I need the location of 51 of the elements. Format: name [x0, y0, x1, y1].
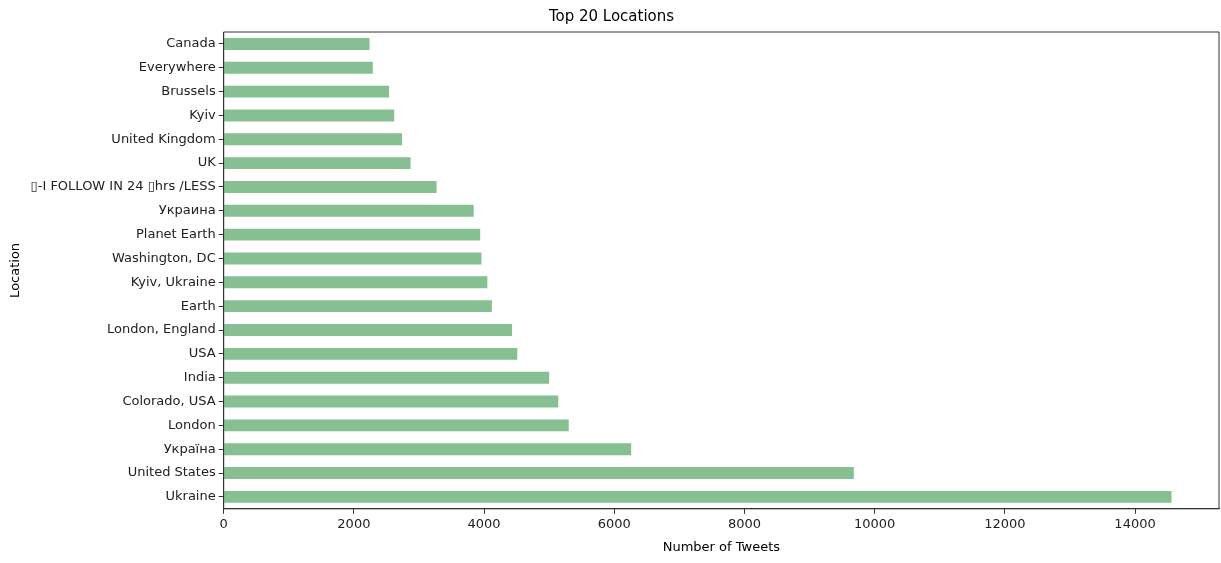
y-tick-label: Everywhere — [138, 59, 216, 75]
y-tick-label: ▯-I FOLLOW IN 24 ▯hrs /LESS — [30, 178, 216, 194]
x-tick-label: 4000 — [467, 515, 501, 531]
x-tick-label: 6000 — [597, 515, 631, 531]
y-tick-label: Ukraine — [165, 488, 216, 504]
y-tick-label: Kyiv — [189, 106, 217, 122]
y-tick-label: India — [183, 369, 216, 385]
bar — [224, 395, 559, 408]
bar — [224, 157, 411, 170]
y-axis-title: Location — [7, 242, 23, 298]
y-tick-label: Washington, DC — [111, 249, 216, 265]
y-tick-label: Kyiv, Ukraine — [130, 273, 216, 289]
y-tick-label: Україна — [163, 440, 216, 456]
x-tick-label: 10000 — [853, 515, 896, 531]
bar — [224, 443, 632, 456]
y-tick-label: Colorado, USA — [122, 392, 216, 408]
y-tick-label: United States — [127, 464, 216, 480]
bar — [224, 324, 513, 336]
bar — [224, 85, 390, 98]
x-tick-label: 2000 — [337, 515, 371, 531]
chart-title: Top 20 Locations — [547, 6, 675, 25]
y-tick-label: Brussels — [161, 82, 216, 98]
bar — [224, 109, 395, 122]
bar — [224, 419, 569, 432]
y-tick-label: USA — [188, 345, 216, 361]
y-tick-label: Canada — [166, 35, 216, 51]
bar — [224, 490, 1172, 503]
y-tick-label: Earth — [180, 297, 216, 313]
y-tick-label: UK — [197, 154, 217, 170]
y-tick-label: London, England — [107, 321, 216, 337]
bar — [224, 467, 854, 479]
bar — [224, 181, 437, 193]
bar — [224, 228, 481, 241]
bar — [224, 37, 370, 50]
x-tick-label: 0 — [219, 515, 228, 531]
y-tick-label: London — [168, 416, 216, 432]
bar — [224, 371, 550, 384]
y-tick-label: United Kingdom — [111, 130, 216, 146]
x-tick-label: 12000 — [984, 515, 1026, 531]
bar — [224, 204, 474, 217]
bar — [224, 61, 373, 74]
x-axis-title: Number of Tweets — [662, 538, 781, 554]
bar — [224, 276, 488, 289]
x-tick-label: 8000 — [727, 515, 762, 531]
bar — [224, 252, 482, 265]
bar — [224, 133, 403, 146]
bar — [224, 347, 518, 360]
x-tick-label: 14000 — [1114, 515, 1156, 531]
y-tick-label: Украина — [158, 202, 216, 218]
y-tick-label: Planet Earth — [135, 226, 216, 242]
bar — [224, 300, 492, 313]
